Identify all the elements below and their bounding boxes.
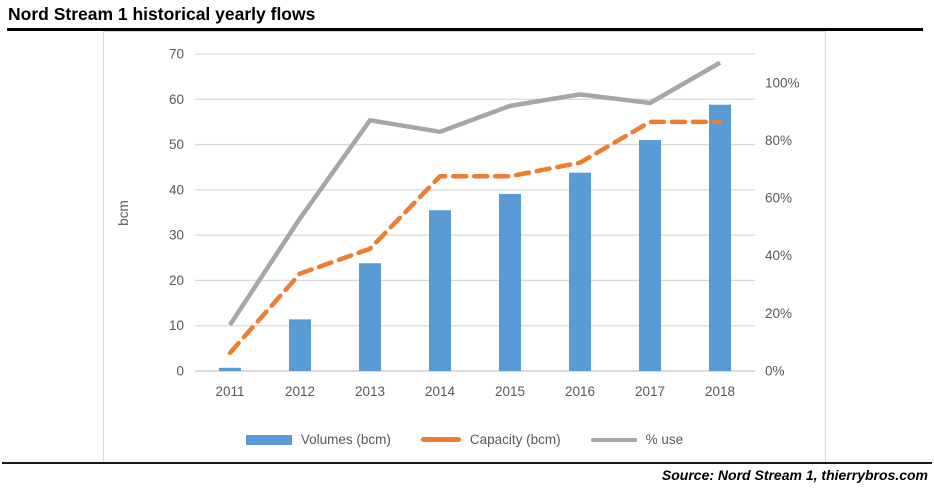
plot: 0 10 20 30 40 50 60 70 0% 20% 40% 60% 80% 100% 2011 201… xyxy=(116,47,800,400)
legend-label-capacity: Capacity (bcm) xyxy=(469,432,561,447)
legend-swatch-volumes xyxy=(245,434,292,445)
legend-item-capacity: Capacity (bcm) xyxy=(420,432,561,447)
svg-text:2018: 2018 xyxy=(705,384,735,399)
svg-text:0: 0 xyxy=(176,364,184,379)
svg-text:20: 20 xyxy=(169,273,184,288)
svg-text:40%: 40% xyxy=(765,248,792,263)
svg-text:bcm: bcm xyxy=(116,200,131,226)
svg-text:20%: 20% xyxy=(765,306,792,321)
svg-text:2013: 2013 xyxy=(355,384,385,399)
svg-text:0%: 0% xyxy=(765,364,785,379)
legend-swatch-pct-use xyxy=(590,437,637,442)
svg-text:80%: 80% xyxy=(765,133,792,148)
svg-text:30: 30 xyxy=(169,228,184,243)
svg-text:2012: 2012 xyxy=(285,384,315,399)
footer-divider xyxy=(2,462,932,464)
chart-title: Nord Stream 1 historical yearly flows xyxy=(8,4,316,24)
source-note: Source: Nord Stream 1, thierrybros.com xyxy=(661,467,928,483)
svg-text:60%: 60% xyxy=(765,191,792,206)
svg-text:2017: 2017 xyxy=(635,384,665,399)
legend-item-pct-use: % use xyxy=(590,432,684,447)
svg-text:40: 40 xyxy=(169,182,184,197)
legend-swatch-capacity xyxy=(420,437,461,442)
legend-item-volumes: Volumes (bcm) xyxy=(245,432,391,447)
legend-label-pct-use: % use xyxy=(645,432,684,447)
svg-text:2016: 2016 xyxy=(565,384,595,399)
chart-legend: Volumes (bcm) Capacity (bcm) % use xyxy=(104,432,825,447)
legend-label-volumes: Volumes (bcm) xyxy=(300,432,391,447)
svg-text:2014: 2014 xyxy=(425,384,456,399)
svg-text:10: 10 xyxy=(169,318,184,333)
title-underline xyxy=(7,28,923,31)
chart-area: 0 10 20 30 40 50 60 70 0% 20% 40% 60% 80% 100% 2011 201… xyxy=(103,31,826,463)
svg-text:50: 50 xyxy=(169,137,184,152)
svg-text:100%: 100% xyxy=(765,75,800,90)
svg-text:60: 60 xyxy=(169,92,184,107)
svg-text:2011: 2011 xyxy=(215,384,244,399)
svg-text:2015: 2015 xyxy=(495,384,525,399)
svg-text:70: 70 xyxy=(169,47,184,62)
